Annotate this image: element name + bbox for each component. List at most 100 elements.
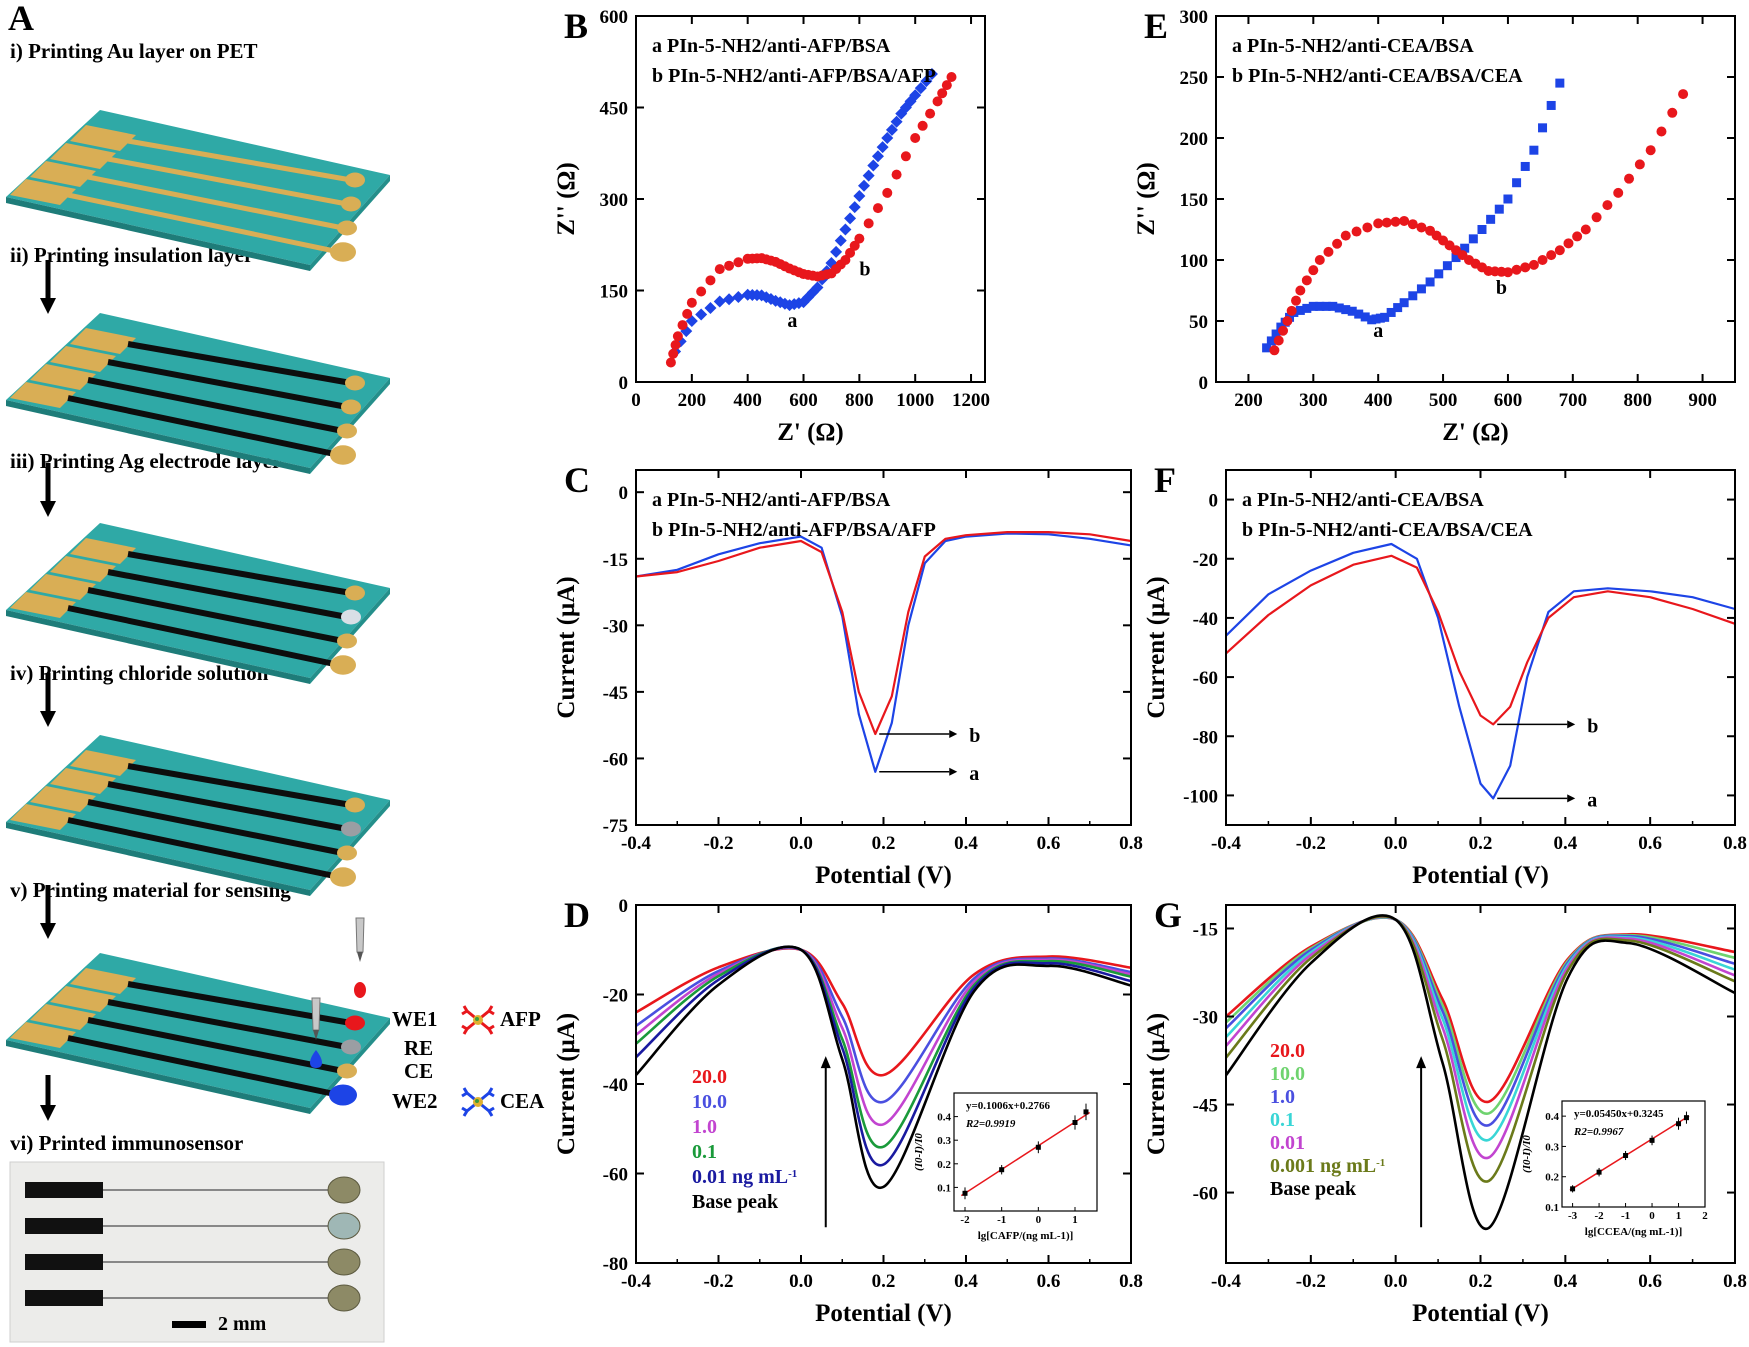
data-point [1273,335,1284,346]
legend-entry: 0.01 ng mL-1 [692,1166,797,1188]
data-point [1667,107,1678,118]
arrow-label: b [969,725,980,747]
data-point [917,120,928,131]
data-point [914,82,927,95]
photo-disk [327,1248,361,1276]
electrode-board-3 [6,523,390,684]
x-tick-label: 0.2 [1469,833,1493,854]
x-tick-label: 0.2 [872,1271,896,1292]
board-top [6,313,390,468]
annotation-arrow-head [949,730,958,739]
y-tick-label: -60 [1193,668,1218,689]
contact-pad [10,1022,76,1048]
x-tick-label: 0 [631,390,641,411]
y-tick-label: -20 [603,986,628,1007]
inset-fit-line [1569,1115,1690,1191]
x-tick-label: -0.2 [703,1271,733,1292]
data-point [682,308,693,319]
contact-pad [30,574,96,600]
x-tick-label: 400 [733,390,762,411]
electrode-disk [341,609,361,625]
data-point [885,123,898,136]
data-point [932,96,943,107]
electrode-disk [337,1063,357,1079]
data-point [1408,291,1418,301]
arrow-label: a [969,763,979,785]
x-tick-label: 400 [1364,390,1393,411]
legend-entry: 1.0 [1270,1086,1295,1108]
photo-contact [25,1182,103,1198]
data-point [848,201,861,214]
process-arrow-head [40,298,56,314]
series-line-a [1225,542,1736,800]
data-point [733,257,744,268]
x-tick-label: -0.4 [621,1271,652,1292]
inset-equation: y=0.1006x+0.2766 [966,1100,1051,1112]
contact-pad [70,125,136,151]
chart-e: a b 200 300 400 500 600 700 800 900 0 50 100 150 200 25… [1133,6,1736,446]
electrode-disk [345,375,365,391]
series-line-b [1225,554,1736,726]
x-tick-label: 0.8 [1119,1271,1143,1292]
x-tick-label: 600 [789,390,818,411]
x-tick-label: 800 [845,390,874,411]
data-point [1555,78,1565,88]
data-point [1393,303,1403,313]
y-axis-label: Z'' (Ω) [1133,162,1160,236]
data-point [1341,305,1351,315]
data-point [1486,214,1496,224]
data-point [665,357,676,368]
x-tick-label: 0.8 [1723,1271,1747,1292]
electrode-trace [107,359,348,410]
data-point [1332,238,1343,249]
data-point [1286,305,1297,316]
x-tick-label: 0.4 [954,833,978,854]
data-point [867,159,880,172]
data-point [1308,301,1318,311]
step-1-label: i) Printing Au layer on PET [10,39,258,63]
data-point [1399,298,1409,308]
data-point [1399,215,1410,226]
electrode-trace [87,174,344,231]
electrode-disk [330,655,356,675]
photo-contact [25,1218,103,1234]
inset-xtick-label: 1 [1072,1214,1078,1226]
inset-ytick-label: 0.4 [1545,1111,1559,1123]
inset-xtick-label: 0 [1036,1214,1042,1226]
board-top [6,735,390,890]
electrode-trace [87,587,344,644]
electrode-disk [341,821,361,837]
data-point [1291,295,1302,306]
electrode-trace [67,1035,340,1098]
contact-pad [70,750,136,776]
inset-fit-line [960,1111,1091,1197]
inset-point [1083,1109,1089,1115]
board-top [6,953,390,1108]
inset-point [1676,1121,1682,1127]
board-side [6,400,310,474]
y-tick-label: 150 [1180,190,1209,211]
scale-bar [172,1321,206,1328]
data-point [1354,309,1364,319]
electrode-trace [127,138,352,183]
data-point [1468,234,1478,244]
legend-entry: a PIn-5-NH2/anti-AFP/BSA [652,35,891,57]
data-point [1278,325,1289,336]
y-tick-label: 600 [600,7,629,28]
x-tick-label: 0.0 [789,833,813,854]
data-point [1340,230,1351,241]
data-point [1390,216,1401,227]
electrode-trace [87,1017,344,1074]
data-point [714,264,725,275]
annotation-arrow-head [1567,720,1576,729]
data-point [1602,200,1613,211]
chart-f: b a -0.4 -0.2 0.0 0.2 0.4 0.6 0.8 0 -20 -40 -60 -80 -1… [1143,460,1747,889]
arrow-label: a [1587,789,1597,811]
photo-printed-immunosensor: 2 mm [9,1161,385,1343]
legend-entry: a PIn-5-NH2/anti-CEA/BSA [1242,489,1484,511]
inset-point [1649,1137,1655,1143]
data-point [1451,253,1461,263]
re-label: RE [404,1036,433,1060]
electrode-trace [67,395,340,458]
legend-entry: 0.1 [1270,1109,1295,1131]
